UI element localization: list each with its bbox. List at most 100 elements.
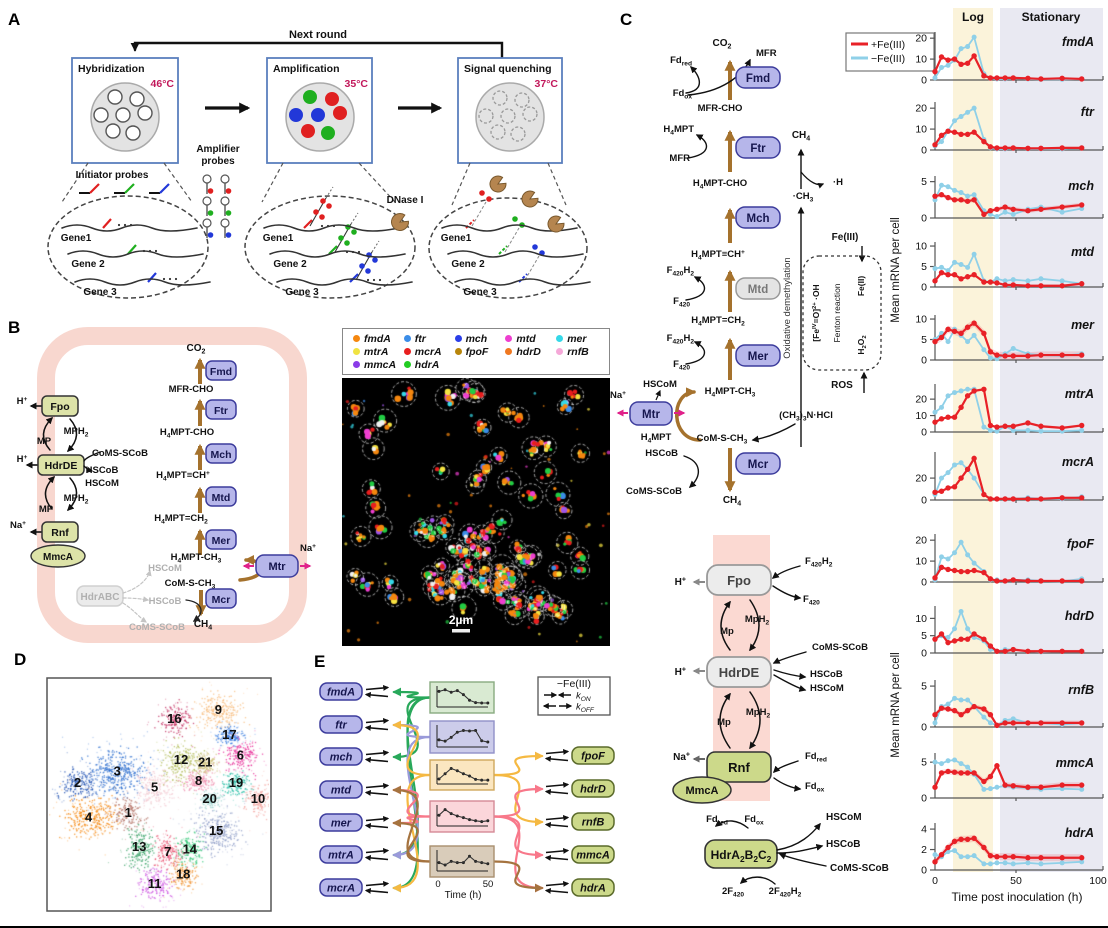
tspan: + (206, 470, 210, 477)
funnel-line (451, 162, 471, 206)
tspan: 0 (435, 879, 440, 890)
y-tick-label: 0 (921, 495, 927, 507)
data-point (987, 427, 993, 433)
enzyme-label: Mtr (268, 561, 286, 573)
tspan: + (22, 520, 26, 527)
data-point (1010, 206, 1016, 212)
tspan: 3 (212, 583, 216, 590)
data-point (964, 770, 971, 776)
tspan: 20 (915, 33, 927, 45)
enzyme-label: HdrDE (719, 665, 760, 680)
koff-arrow (364, 724, 389, 731)
tspan: Stationary (1022, 10, 1081, 24)
ellipsis-dot (168, 277, 172, 281)
gene-mrna-line (61, 224, 198, 232)
data-point (1002, 496, 1008, 502)
data-point (951, 769, 958, 775)
data-point (1079, 495, 1085, 501)
tspan: 5 (921, 334, 927, 346)
tspan: 3 (810, 196, 814, 203)
regulation-edge-pink (492, 815, 544, 893)
data-point (939, 554, 945, 560)
cell-circle-empty (125, 125, 141, 141)
data-point (965, 109, 971, 115)
data-point (971, 251, 977, 257)
tspan: mcrA (1062, 455, 1094, 469)
tspan: 3 (744, 438, 748, 445)
kinetics-mini-plot-green (429, 681, 495, 714)
data-point (981, 491, 987, 498)
legend-item-ftr: ftr (403, 333, 455, 345)
released-dot (512, 216, 518, 222)
tspan: F (667, 333, 673, 344)
data-point (1059, 283, 1065, 289)
data-point (1002, 204, 1008, 210)
gene-mrna-line (263, 224, 400, 232)
koff-arrow (544, 887, 569, 894)
path (772, 585, 802, 601)
tspan: Mp (720, 626, 734, 637)
data-point (1079, 352, 1085, 358)
data-point (1010, 145, 1016, 151)
gene-box-hdrD (571, 779, 615, 798)
gene-box-mmcA (571, 845, 615, 864)
enzyme-label: Ftr (214, 405, 228, 417)
data-point (945, 701, 951, 707)
tspan: 10 (915, 314, 927, 326)
tspan: 3 (114, 764, 121, 779)
hdra2b2c2-box (704, 839, 778, 869)
data-point (971, 272, 977, 278)
gene-plot-label: hdrD (1065, 609, 1094, 623)
legend-dot (403, 348, 411, 355)
data-point (965, 854, 971, 860)
text-label: H4MPT-CHO (693, 178, 747, 190)
plot-ftr: 0 10 20 ftr (915, 102, 1104, 157)
cell-circle-empty (107, 89, 123, 105)
gene-box-mch (319, 747, 363, 766)
kinetics-mini-plot-purple (429, 720, 495, 754)
data-point (958, 460, 964, 466)
data-point (964, 198, 971, 204)
zoom-ellipse (428, 197, 588, 299)
series-line (933, 54, 1083, 81)
x-axis-label: Time post inoculation (h) (952, 890, 1083, 904)
kon-arrow (365, 749, 390, 756)
degraded-branch (471, 201, 487, 227)
data-point (945, 639, 951, 646)
path (739, 876, 776, 885)
data-point (958, 475, 964, 481)
tspan: CoMS-SCoB (129, 622, 185, 633)
fpo-box (41, 395, 79, 417)
data-point (994, 424, 1000, 430)
legend-dot (505, 348, 513, 355)
data-point (938, 54, 945, 60)
series-line (933, 388, 1083, 429)
tspan: HdrDE (45, 460, 78, 472)
text-label: H4MPT=CH2 (154, 513, 208, 525)
data-point (952, 187, 958, 193)
tspan: 0 (921, 648, 927, 660)
data-point (987, 720, 993, 726)
data-point (1038, 352, 1044, 358)
data-point (987, 576, 994, 582)
hairpin-dot (225, 210, 232, 216)
series-line (934, 759, 1083, 791)
data-point (945, 566, 951, 573)
tspan: CO (187, 343, 202, 354)
tspan: MPT-CHO (703, 178, 747, 189)
cluster-number: 18 (176, 867, 190, 882)
plot-mer: 0 5 10 mer (915, 314, 1104, 367)
data-point (971, 631, 977, 637)
data-point (1002, 720, 1008, 726)
plot-rnfB: 0 5 rnfB (921, 680, 1104, 734)
signal-dot (344, 240, 350, 246)
data-point (981, 73, 987, 79)
tspan: 2 (740, 854, 745, 864)
tspan: Fpo (727, 573, 751, 588)
tspan: 20 (202, 791, 216, 806)
tspan: MP (39, 504, 54, 515)
tspan: Mtd (748, 284, 768, 296)
data-point (951, 838, 958, 845)
legend-item-fpoF: fpoF (454, 346, 506, 358)
data-point (1002, 648, 1008, 654)
